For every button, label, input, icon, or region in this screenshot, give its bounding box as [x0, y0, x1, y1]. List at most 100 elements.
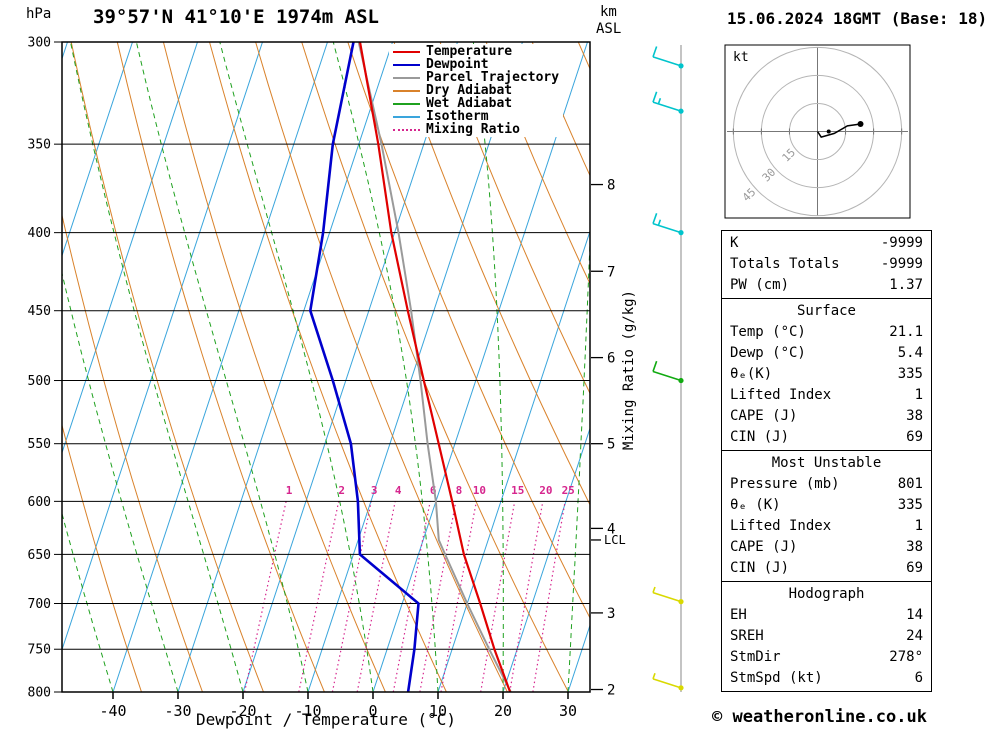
- table-row-label: Lifted Index: [730, 387, 832, 403]
- table-row-label: CAPE (J): [730, 539, 798, 555]
- chart-border: [61, 41, 591, 693]
- table-row-label: θₑ(K): [730, 366, 773, 382]
- table-row: Pressure (mb) 801: [722, 474, 931, 495]
- legend-line-swatch: [393, 89, 420, 92]
- temp-tick-label: 0: [368, 702, 377, 720]
- isotherm-line: [372, 42, 588, 692]
- lcl-label: LCL: [604, 533, 626, 547]
- dry-adiabat-line: [62, 423, 142, 692]
- altitude-axis-unit-km: km: [600, 4, 617, 20]
- pressure-tick-label: 350: [28, 138, 51, 153]
- wet-adiabat-line: [567, 230, 590, 692]
- copyright: © weatheronline.co.uk: [712, 707, 927, 727]
- km-tick-label: 8: [607, 178, 615, 194]
- wind-barb-shaft: [652, 591, 682, 603]
- table-row-value: 6: [914, 670, 923, 686]
- legend-item-label: Dewpoint: [426, 57, 489, 72]
- table-row-label: Lifted Index: [730, 518, 832, 534]
- table-row: CAPE (J) 38: [722, 406, 931, 427]
- pressure-tick-label: 700: [28, 597, 51, 612]
- table-row-value: -9999: [880, 235, 923, 251]
- table-row-label: StmSpd (kt): [730, 670, 823, 686]
- altitude-axis-unit-asl: ASL: [596, 21, 622, 37]
- table-row: CIN (J) 69: [722, 558, 931, 579]
- pressure-tick-label: 500: [28, 374, 51, 389]
- run-datetime: 15.06.2024 18GMT (Base: 18): [727, 9, 988, 28]
- wet-adiabat-line: [135, 42, 309, 692]
- table-row-label: Temp (°C): [730, 324, 806, 340]
- hodograph-storm-dot: [826, 129, 831, 134]
- km-tick-label: 4: [607, 521, 615, 537]
- pressure-tick-label: 800: [28, 686, 51, 701]
- table-row-value: 24: [906, 628, 923, 644]
- mixing-ratio-value-label: 25: [562, 484, 575, 497]
- isotherm-line: [62, 42, 198, 455]
- mixing-ratio-line: [244, 501, 287, 692]
- table-row-value: 21.1: [889, 324, 923, 340]
- table-row: CAPE (J) 38: [722, 537, 931, 558]
- legend-item-label: Mixing Ratio: [426, 122, 520, 137]
- legend-item-label: Parcel Trajectory: [426, 70, 560, 85]
- temp-tick-label: -10: [294, 702, 321, 720]
- table-row-value: 69: [906, 560, 923, 576]
- table-row: Lifted Index 1: [722, 385, 931, 406]
- mixing-ratio-line: [440, 501, 477, 692]
- isotherm-line: [0, 42, 3, 692]
- legend-item: Dewpoint: [393, 58, 559, 71]
- temp-tick-label: 10: [429, 702, 447, 720]
- table-row-value: 38: [906, 408, 923, 424]
- mixing-ratio-line: [480, 501, 516, 692]
- legend-item: Isotherm: [393, 110, 559, 123]
- table-row-label: CAPE (J): [730, 408, 798, 424]
- mixing-ratio-line: [356, 501, 396, 692]
- pressure-tick-label: 650: [28, 548, 51, 563]
- table-row: StmDir 278°: [722, 647, 931, 668]
- table-row-label: CIN (J): [730, 560, 790, 576]
- table-row: K -9999: [722, 233, 931, 254]
- mixing-ratio-value-label: 2: [338, 484, 345, 497]
- km-tick-label: 5: [607, 437, 615, 453]
- legend-item-label: Temperature: [426, 44, 513, 59]
- table-row-label: PW (cm): [730, 277, 790, 293]
- wet-adiabat-line: [633, 42, 691, 692]
- mixing-ratio-line: [509, 501, 544, 692]
- table-row-label: CIN (J): [730, 429, 790, 445]
- isotherm-line: [307, 42, 523, 692]
- isotherm-line: [502, 426, 590, 692]
- km-tick-label: 3: [607, 606, 615, 622]
- table-row-label: θₑ (K): [730, 497, 781, 513]
- legend-item: Wet Adiabat: [393, 97, 559, 110]
- wet-adiabat-line: [472, 42, 504, 692]
- isotherm-line: [177, 42, 393, 692]
- wind-barb-feather: [657, 219, 662, 226]
- wind-barb-shaft: [652, 678, 682, 689]
- hodograph-unit-label: kt: [733, 50, 749, 65]
- table-section: K -9999 Totals Totals -9999 PW (cm) 1.37: [722, 231, 931, 298]
- table-section-title: Most Unstable: [771, 455, 882, 471]
- mixing-ratio-value-label: 15: [511, 484, 524, 497]
- table-row-value: 801: [897, 476, 923, 492]
- table-row-label: EH: [730, 607, 747, 623]
- dry-adiabat-line: [439, 42, 590, 395]
- table-row-value: 1: [914, 518, 923, 534]
- temp-tick-label: -20: [229, 702, 256, 720]
- table-row-value: 14: [906, 607, 923, 623]
- temp-tick-label: -30: [164, 702, 191, 720]
- legend-line-swatch: [393, 63, 420, 66]
- wind-barb-feather: [652, 586, 656, 593]
- mixing-ratio-value-label: 8: [456, 484, 463, 497]
- legend-line-swatch: [393, 102, 420, 105]
- table-row: Totals Totals -9999: [722, 254, 931, 275]
- temperature-axis-label: Dewpoint / Temperature (°C): [195, 710, 457, 729]
- pressure-tick-label: 450: [28, 304, 51, 319]
- legend-item: Temperature: [393, 45, 559, 58]
- legend-line-swatch: [393, 128, 420, 131]
- parcel-trajectory-line: [357, 42, 512, 692]
- legend-line-swatch: [393, 50, 420, 53]
- mixing-ratio-value-label: 10: [473, 484, 486, 497]
- dewpoint-profile-line: [308, 42, 420, 692]
- pressure-tick-label: 400: [28, 226, 51, 241]
- table-row-label: SREH: [730, 628, 764, 644]
